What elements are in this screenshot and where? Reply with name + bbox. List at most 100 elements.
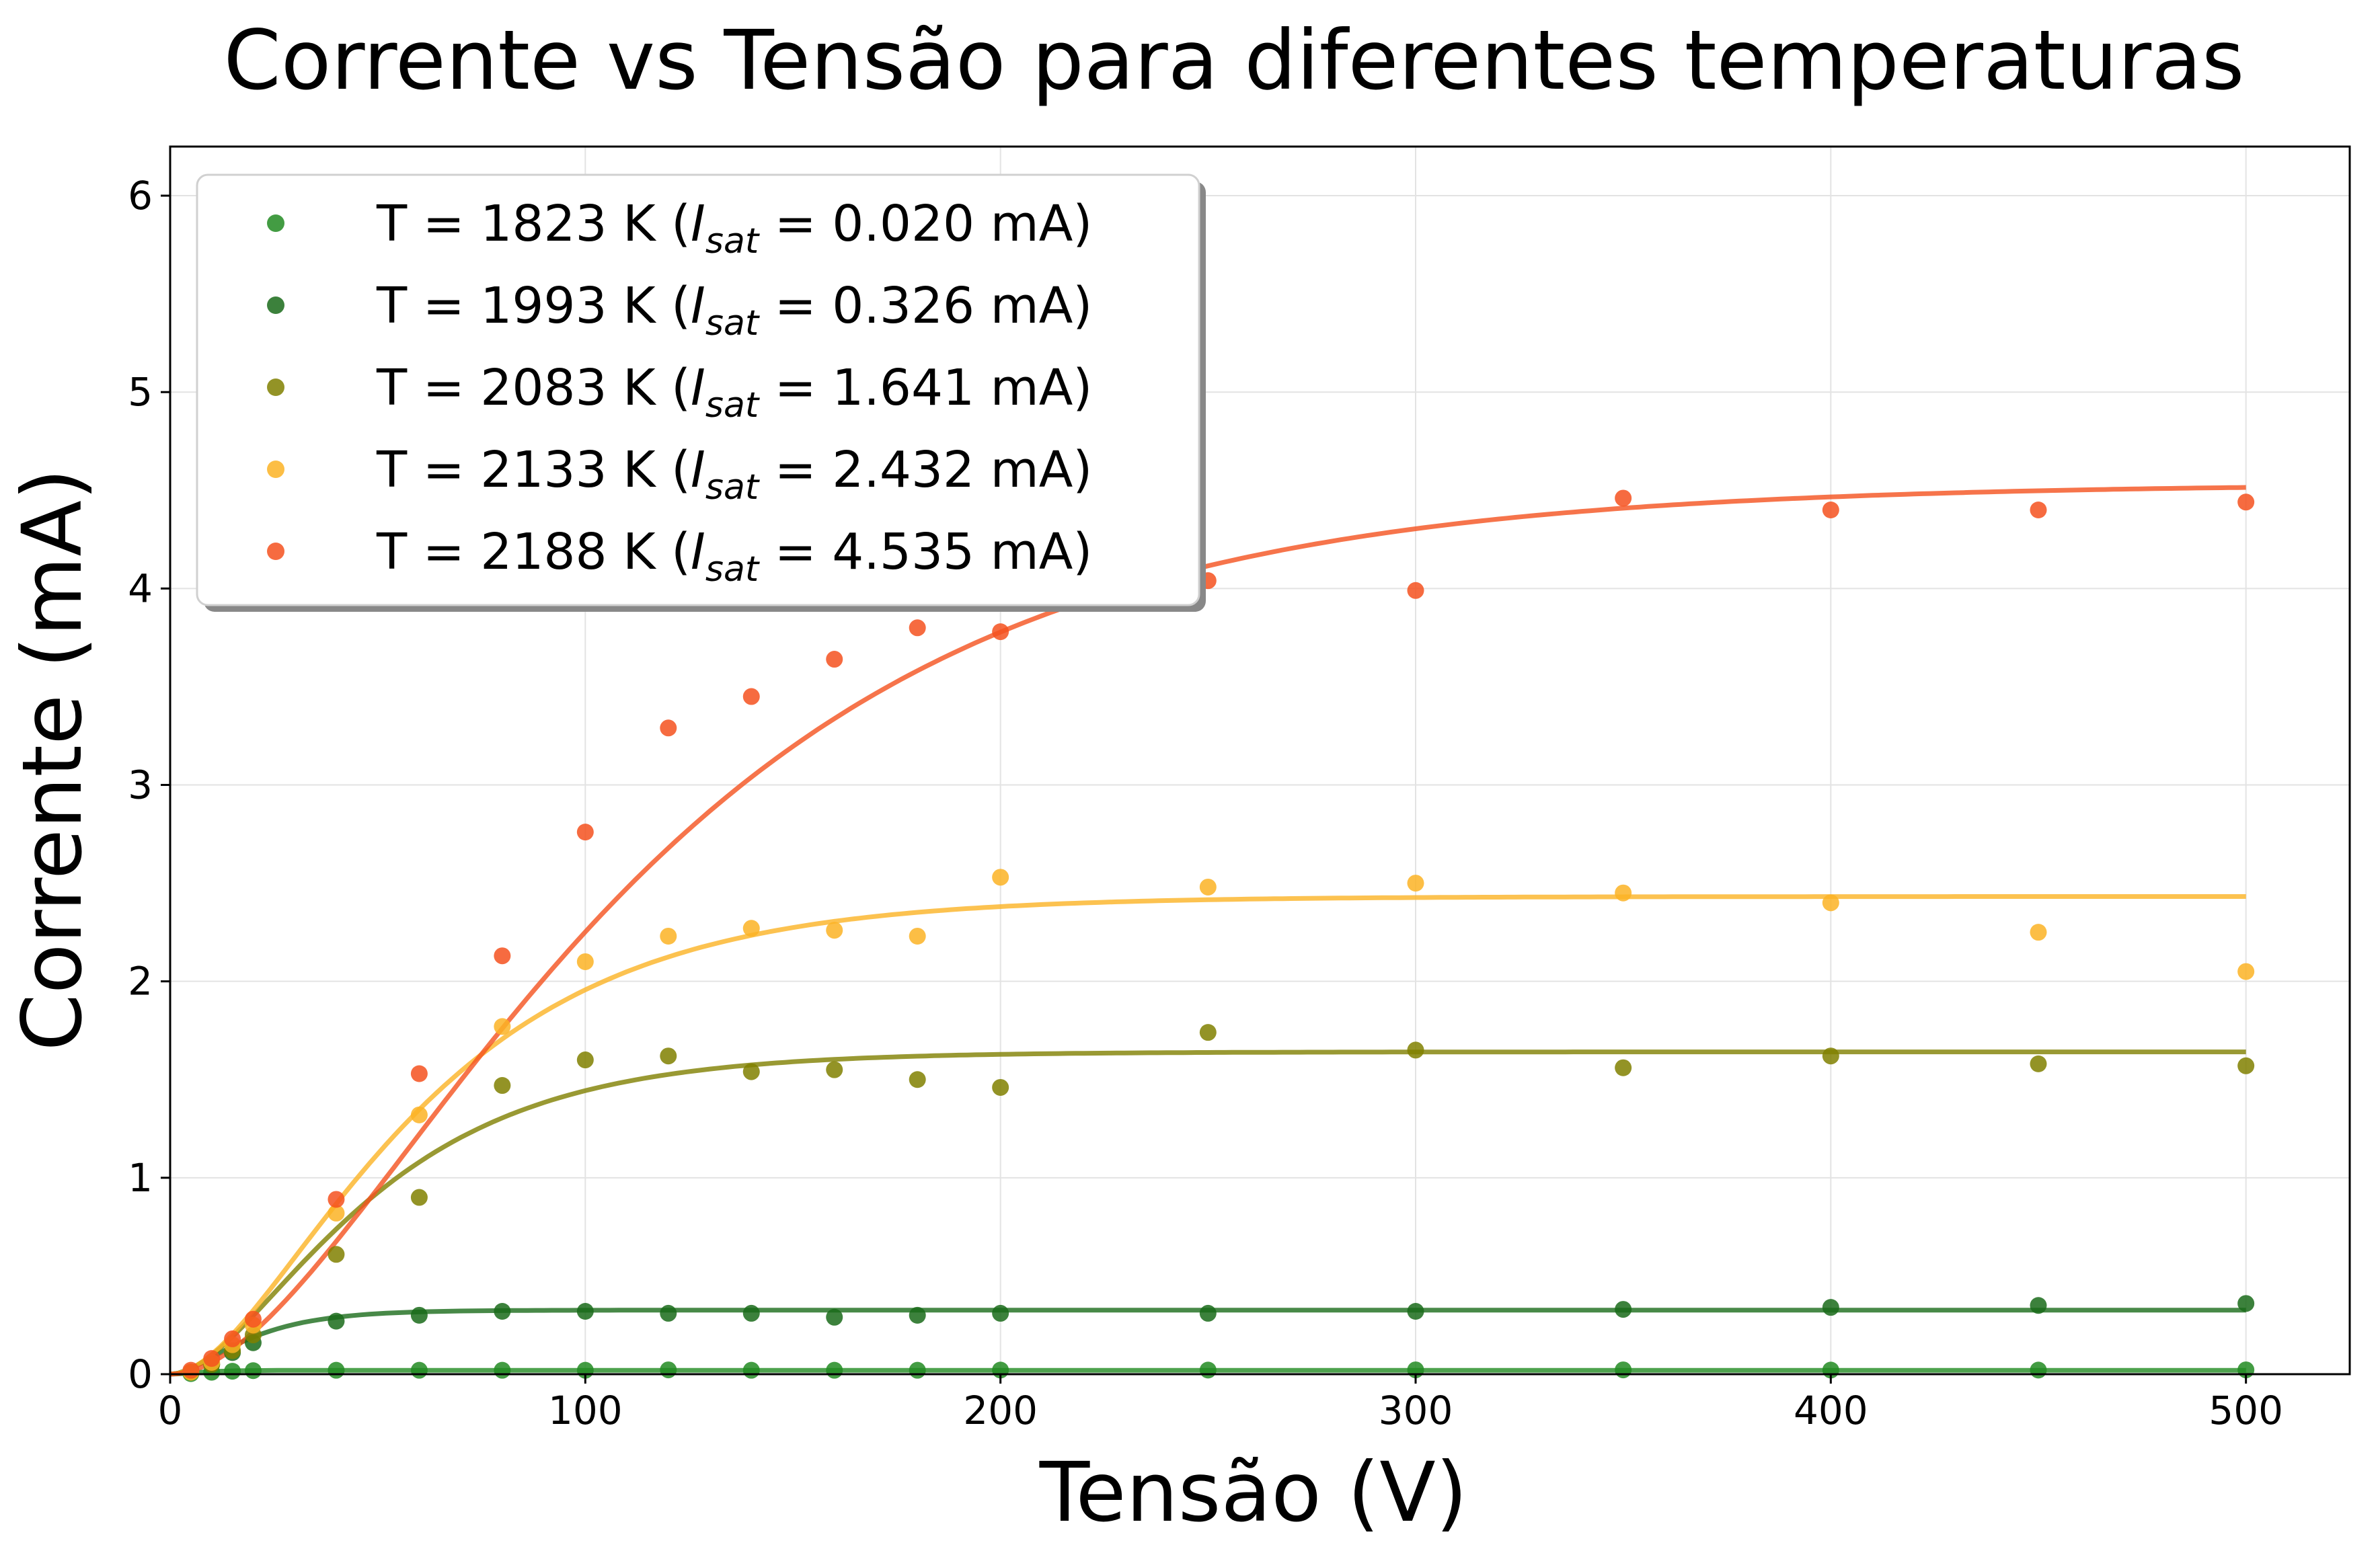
data-point (1199, 1361, 1217, 1379)
legend-marker (267, 461, 284, 478)
data-point (660, 1361, 677, 1379)
plot-frame (169, 145, 2351, 1376)
data-point (328, 1191, 345, 1208)
data-point (742, 920, 760, 937)
data-point (909, 1361, 926, 1379)
x-tick-label: 100 (548, 1388, 623, 1433)
y-axis-label: Corrente (mA) (5, 469, 100, 1051)
data-point (576, 1051, 594, 1069)
data-point (328, 1312, 345, 1330)
data-point (742, 1063, 760, 1080)
data-point (224, 1363, 241, 1380)
data-point (992, 869, 1009, 886)
data-point (576, 953, 594, 970)
data-point (1199, 1024, 1217, 1041)
data-point (909, 619, 926, 637)
data-point (1615, 884, 1632, 902)
fit-curves (169, 485, 2246, 1377)
data-point (224, 1330, 241, 1347)
data-point (1199, 1304, 1217, 1322)
data-point (2237, 1057, 2255, 1074)
fit-curve (169, 894, 2246, 1377)
x-tick-label: 400 (1794, 1388, 1868, 1433)
data-point (660, 719, 677, 737)
data-point (576, 824, 594, 841)
data-point (909, 927, 926, 945)
x-tick-label: 300 (1379, 1388, 1453, 1433)
data-point (1615, 489, 1632, 507)
data-point (2030, 1297, 2047, 1314)
y-tick-label: 5 (128, 369, 153, 415)
data-point (410, 1361, 428, 1379)
data-points (182, 489, 2255, 1382)
legend: T = 1823 K (Isat = 0.020 mA) T = 1993 K (… (196, 173, 1206, 612)
data-point (2030, 1361, 2047, 1379)
data-point (410, 1065, 428, 1082)
legend-entry: T = 1823 K (Isat = 0.020 mA) (376, 195, 1092, 262)
fit-curve (169, 1049, 2246, 1377)
data-point (992, 1078, 1009, 1096)
data-point (410, 1189, 428, 1206)
y-tick-label: 3 (128, 762, 153, 808)
data-point (909, 1306, 926, 1324)
data-point (1822, 1299, 1839, 1316)
y-tick-label: 1 (128, 1155, 153, 1201)
legend-entry: T = 1993 K (Isat = 0.326 mA) (376, 277, 1092, 344)
data-point (494, 1361, 511, 1379)
data-point (1822, 894, 1839, 912)
data-point (2030, 924, 2047, 941)
y-tick-label: 4 (128, 565, 153, 611)
data-point (2237, 963, 2255, 980)
data-point (1199, 878, 1217, 896)
data-point (576, 1303, 594, 1320)
data-point (494, 947, 511, 965)
data-point (1822, 501, 1839, 518)
data-point (2030, 501, 2047, 518)
data-point (826, 1061, 843, 1078)
fit-curve (169, 485, 2246, 1377)
data-point (494, 1018, 511, 1035)
data-point (1407, 1041, 1424, 1059)
data-point (1407, 1303, 1424, 1320)
chart-title: Corrente vs Tensão para diferentes tempe… (224, 13, 2245, 108)
data-point (1822, 1047, 1839, 1065)
data-point (826, 1361, 843, 1379)
data-point (328, 1246, 345, 1263)
data-point (494, 1077, 511, 1095)
y-tick-label: 0 (128, 1351, 153, 1397)
data-point (1615, 1361, 1632, 1379)
legend-entry: T = 2083 K (Isat = 1.641 mA) (376, 359, 1092, 426)
data-point (826, 651, 843, 668)
data-point (992, 623, 1009, 641)
legend-entry: T = 2188 K (Isat = 4.535 mA) (376, 523, 1092, 590)
data-point (328, 1361, 345, 1379)
data-point (244, 1310, 262, 1328)
data-point (660, 927, 677, 945)
legend-entry: T = 2133 K (Isat = 2.432 mA) (376, 441, 1092, 508)
legend-box (196, 173, 1200, 606)
x-tick-label: 0 (158, 1388, 183, 1433)
data-point (2237, 493, 2255, 511)
data-point (2030, 1055, 2047, 1072)
x-axis-label: Tensão (V) (1039, 1445, 1468, 1540)
data-point (410, 1106, 428, 1123)
legend-marker (267, 214, 284, 232)
data-point (742, 1304, 760, 1322)
data-point (742, 688, 760, 705)
data-point (660, 1047, 677, 1065)
data-point (182, 1361, 200, 1379)
data-point (244, 1362, 262, 1380)
y-tick-label: 6 (128, 173, 153, 218)
data-point (1615, 1301, 1632, 1318)
data-point (203, 1350, 221, 1367)
data-point (1615, 1059, 1632, 1076)
data-point (1407, 875, 1424, 892)
y-tick-label: 2 (128, 959, 153, 1004)
data-point (410, 1306, 428, 1324)
legend-marker (267, 296, 284, 314)
data-point (1407, 582, 1424, 599)
legend-marker (267, 379, 284, 396)
data-point (328, 1204, 345, 1222)
data-point (2237, 1295, 2255, 1312)
